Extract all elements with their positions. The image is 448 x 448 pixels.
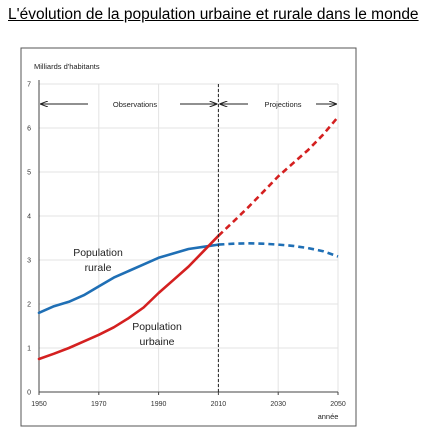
tick-labels: 0 1 2 3 4 5 6 7 1950 1970 1990 2010 2030 2050 — [27, 82, 346, 409]
y-tick-label: 7 — [27, 82, 31, 89]
observations-label: Observations — [113, 100, 157, 109]
series-line-rural-observed — [37, 243, 220, 315]
urban-label-line2: urbaine — [139, 336, 174, 348]
x-tick-label: 2030 — [270, 401, 286, 408]
series-line-rural-projected — [218, 241, 339, 258]
series-line-urban-observed — [37, 234, 220, 361]
y-tick-label: 4 — [27, 214, 31, 221]
rural-label-line1: Population — [73, 247, 123, 259]
annotations: Observations Projections Population rurale P… — [40, 84, 337, 392]
x-tick-label: 2010 — [211, 401, 227, 408]
y-tick-label: 1 — [27, 346, 31, 353]
page-title: L'évolution de la population urbaine et … — [8, 6, 419, 23]
y-tick-label: 3 — [27, 258, 31, 265]
grid-lines — [39, 83, 339, 392]
y-tick-label: 5 — [27, 170, 31, 177]
chart-frame — [20, 47, 357, 427]
series-lines — [37, 116, 339, 361]
urban-label-line1: Population — [132, 321, 182, 333]
y-axis-label: Milliards d'habitants — [34, 62, 100, 71]
rural-label-line2: rurale — [85, 262, 112, 274]
series-line-urban-projected — [217, 116, 339, 237]
projections-label: Projections — [264, 100, 301, 109]
x-tick-label: 1970 — [91, 401, 107, 408]
x-axis-label: année — [318, 412, 339, 421]
axes — [38, 80, 339, 395]
x-tick-label: 1990 — [151, 401, 167, 408]
x-tick-label: 2050 — [330, 401, 346, 408]
y-tick-label: 2 — [27, 302, 31, 309]
y-tick-label: 6 — [27, 126, 31, 133]
x-tick-label: 1950 — [31, 401, 47, 408]
y-tick-label: 0 — [27, 390, 31, 397]
